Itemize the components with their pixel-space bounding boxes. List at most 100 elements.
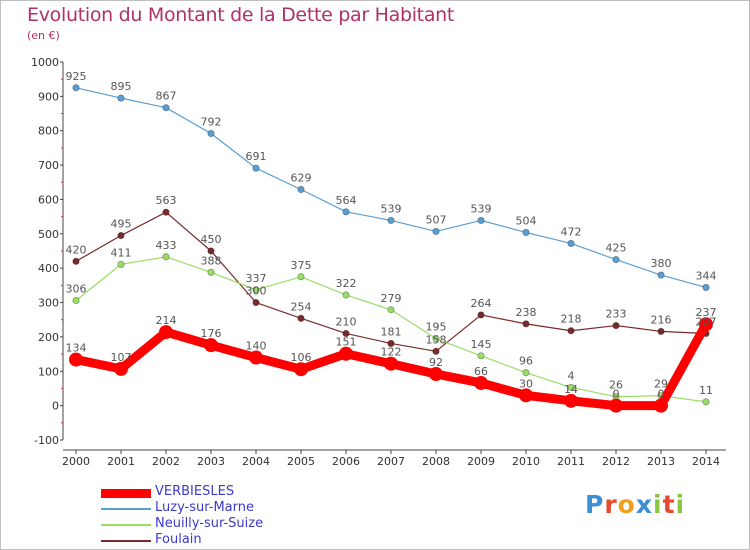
data-point [252, 298, 260, 307]
x-tick-label: 2010 [512, 455, 540, 468]
chart-subtitle: (en €) [27, 29, 60, 42]
data-label: 539 [381, 202, 402, 215]
data-label: 207 [696, 315, 717, 328]
series-line-luzy-sur-marne [75, 87, 707, 289]
x-tick-label: 2000 [62, 455, 90, 468]
data-point [159, 325, 173, 340]
data-label: 504 [516, 214, 537, 227]
data-point [342, 329, 350, 338]
data-point [657, 271, 665, 279]
data-label: 507 [426, 213, 447, 226]
data-label: 26 [609, 379, 623, 392]
data-label: 11 [699, 384, 713, 397]
data-label: 4 [568, 369, 575, 382]
x-tick-label: 2014 [692, 455, 720, 468]
data-label: 691 [246, 150, 267, 163]
data-label: 867 [156, 90, 177, 103]
data-point [477, 311, 485, 319]
data-label: 300 [246, 285, 267, 298]
y-tick-label: -100 [34, 434, 59, 447]
data-label: 176 [201, 327, 222, 340]
legend-item: Luzy-sur-Marne [101, 500, 361, 517]
data-label: 433 [156, 239, 177, 252]
data-point [72, 257, 80, 265]
data-label: 181 [381, 325, 402, 338]
data-label: 388 [201, 254, 222, 267]
y-tick-label: 300 [38, 297, 59, 310]
data-label: 237 [696, 306, 717, 319]
data-point [114, 361, 128, 376]
data-point [162, 104, 170, 112]
data-point [522, 369, 530, 377]
data-label: 66 [474, 365, 488, 378]
data-label: 279 [381, 292, 402, 305]
data-point [567, 383, 575, 392]
legend-swatch [101, 508, 151, 510]
data-point [162, 253, 170, 261]
data-label: 306 [66, 282, 87, 295]
data-label: 380 [651, 257, 672, 270]
x-tick-label: 2001 [107, 455, 135, 468]
data-label: 322 [336, 277, 357, 290]
data-label: 214 [156, 314, 177, 327]
legend-swatch [101, 540, 151, 542]
data-point [204, 338, 218, 353]
data-label: 233 [606, 308, 627, 321]
data-point [297, 185, 305, 194]
data-point [564, 393, 578, 408]
x-tick-label: 2002 [152, 455, 180, 468]
data-point [207, 268, 215, 276]
data-label: 96 [519, 355, 533, 368]
data-point [339, 346, 353, 361]
data-label: 895 [111, 80, 132, 93]
data-point [522, 320, 530, 328]
data-point [432, 347, 440, 355]
data-point [384, 356, 398, 371]
data-point [342, 208, 350, 216]
data-point [429, 367, 443, 382]
data-label: 375 [291, 259, 312, 272]
y-tick-label: 0 [52, 400, 59, 413]
data-label: 140 [246, 340, 267, 353]
data-label: 420 [66, 243, 87, 256]
data-label: 411 [111, 246, 132, 259]
data-label: 134 [66, 342, 87, 355]
data-point [519, 388, 533, 403]
data-label: 158 [426, 333, 447, 346]
legend: VERBIESLES Luzy-sur-Marne Neuilly-sur-Suiz… [101, 484, 361, 549]
data-point [294, 362, 308, 377]
data-point [69, 352, 83, 367]
x-tick-label: 2008 [422, 455, 450, 468]
x-tick-label: 2003 [197, 455, 225, 468]
logo-letter: i [653, 490, 663, 519]
data-point [477, 216, 485, 225]
data-label: 425 [606, 242, 627, 255]
x-tick-label: 2009 [467, 455, 495, 468]
data-label: 107 [111, 351, 132, 364]
legend-item: Foulain [101, 532, 361, 549]
data-point [72, 84, 80, 92]
x-tick-label: 2006 [332, 455, 360, 468]
data-point [609, 398, 623, 413]
data-point [612, 255, 620, 264]
data-label: 495 [111, 218, 132, 231]
data-label: 122 [381, 346, 402, 359]
data-point [432, 335, 440, 343]
legend-label: Luzy-sur-Marne [155, 500, 254, 515]
legend-label: Foulain [155, 532, 202, 547]
data-point [117, 94, 125, 102]
data-point [162, 208, 170, 216]
data-label: 472 [561, 225, 582, 238]
data-label: 14 [564, 383, 578, 396]
logo-letter: t [662, 490, 676, 519]
data-label: 218 [561, 313, 582, 326]
legend-item: VERBIESLES [101, 484, 361, 501]
logo-letter: r [604, 490, 618, 519]
x-tick-label: 2012 [602, 455, 630, 468]
data-point [702, 283, 710, 292]
x-tick-label: 2004 [242, 455, 270, 468]
logo-letter: P [585, 490, 605, 519]
data-point [117, 260, 125, 269]
